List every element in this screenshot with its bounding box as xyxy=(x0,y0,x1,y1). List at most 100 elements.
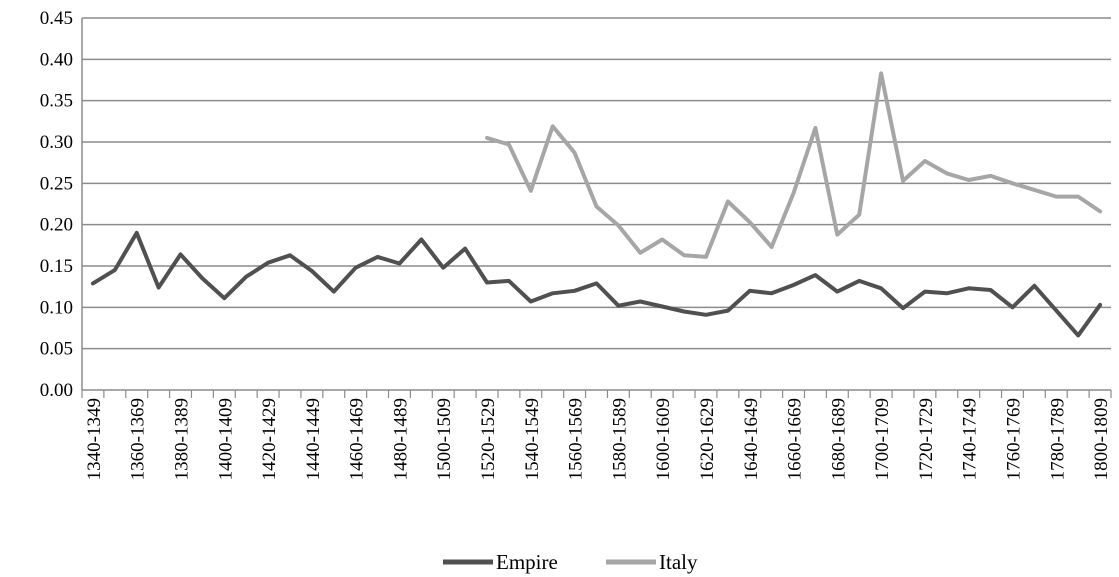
y-tick-label: 0.10 xyxy=(40,297,73,318)
data-point-empire xyxy=(1055,310,1057,312)
x-tick-label: 1580-1589 xyxy=(609,398,630,480)
data-point-empire xyxy=(1012,306,1013,308)
data-point-italy xyxy=(683,254,685,256)
data-point-empire xyxy=(311,270,313,272)
data-point-italy xyxy=(814,127,816,129)
data-point-empire xyxy=(333,291,335,293)
x-tick-label: 1740-1749 xyxy=(960,398,981,480)
data-point-empire xyxy=(223,297,225,299)
data-point-italy xyxy=(1012,182,1013,184)
data-point-empire xyxy=(245,276,247,278)
x-axis-tick-labels: 1340-1349 1360-1369 1380-1389 1400-1409 1420… xyxy=(84,398,1112,480)
y-tick-label: 0.30 xyxy=(40,132,73,153)
data-point-italy xyxy=(596,206,597,207)
x-tick-label: 1680-1689 xyxy=(828,398,849,480)
data-point-empire xyxy=(114,269,116,271)
x-tick-label: 1600-1609 xyxy=(653,398,674,480)
data-point-empire xyxy=(377,256,379,258)
data-point-italy xyxy=(552,125,554,127)
x-tick-label: 1380-1389 xyxy=(172,398,193,480)
series-lines xyxy=(90,71,1103,338)
legend-label-empire: Empire xyxy=(496,550,558,574)
data-point-italy xyxy=(486,137,488,139)
data-point-empire xyxy=(880,287,882,289)
data-point-empire xyxy=(508,280,510,282)
data-point-empire xyxy=(771,292,773,294)
x-tick-label: 1400-1409 xyxy=(215,398,236,480)
x-tick-label: 1500-1509 xyxy=(434,398,455,480)
x-tick-label: 1640-1649 xyxy=(741,398,762,480)
x-tick-label: 1420-1429 xyxy=(259,398,280,480)
data-point-empire xyxy=(683,311,685,312)
data-point-italy xyxy=(858,214,860,216)
x-tick-label: 1480-1489 xyxy=(390,398,411,480)
data-point-italy xyxy=(793,192,794,194)
data-point-empire xyxy=(1099,304,1101,306)
axes xyxy=(81,18,1112,398)
data-point-empire xyxy=(749,290,751,292)
data-point-empire xyxy=(990,289,992,291)
data-point-italy xyxy=(836,234,838,236)
y-tick-label: 0.20 xyxy=(40,215,73,236)
data-point-empire xyxy=(902,307,904,309)
y-tick-label: 0.45 xyxy=(40,8,73,29)
data-point-empire xyxy=(858,280,860,282)
x-tick-label: 1540-1549 xyxy=(522,398,543,480)
data-point-empire xyxy=(639,301,641,302)
data-point-empire xyxy=(158,287,160,288)
data-point-italy xyxy=(639,252,641,254)
series-line-empire xyxy=(90,230,1103,338)
data-point-empire xyxy=(661,306,663,307)
data-point-empire xyxy=(201,277,203,279)
data-point-italy xyxy=(946,172,948,174)
data-point-empire xyxy=(596,282,597,284)
data-point-empire xyxy=(793,284,794,286)
y-tick-label: 0.00 xyxy=(40,380,73,401)
data-point-empire xyxy=(705,314,707,316)
data-point-empire xyxy=(1077,334,1079,336)
x-tick-label: 1700-1709 xyxy=(872,398,893,480)
data-point-italy xyxy=(1033,189,1035,191)
y-tick-label: 0.40 xyxy=(40,49,73,70)
x-tick-label: 1360-1369 xyxy=(128,398,149,480)
data-point-empire xyxy=(180,253,181,255)
legend: Empire Italy xyxy=(443,550,698,574)
gridlines xyxy=(82,17,1111,350)
data-point-empire xyxy=(814,274,816,276)
data-point-empire xyxy=(1033,285,1035,287)
data-point-empire xyxy=(267,262,269,264)
x-tick-label: 1440-1449 xyxy=(303,398,324,480)
x-tick-label: 1720-1729 xyxy=(916,398,937,480)
x-tick-label: 1560-1569 xyxy=(566,398,587,480)
x-tick-label: 1760-1769 xyxy=(1003,398,1024,480)
data-point-empire xyxy=(289,254,291,256)
data-point-empire xyxy=(574,290,576,292)
x-tick-label: 1780-1789 xyxy=(1047,398,1068,480)
data-point-italy xyxy=(1055,196,1057,198)
data-point-empire xyxy=(836,291,838,293)
data-point-italy xyxy=(771,246,773,248)
y-tick-label: 0.05 xyxy=(40,339,73,360)
data-point-italy xyxy=(1099,210,1101,212)
legend-label-italy: Italy xyxy=(659,550,698,574)
x-tick-label: 1660-1669 xyxy=(785,398,806,480)
x-tick-label: 1520-1529 xyxy=(478,398,499,480)
y-axis-tick-labels: 0.00 0.05 0.10 0.15 0.20 0.25 0.30 0.35 0.40 0.45 xyxy=(40,8,73,401)
x-tick-label: 1340-1349 xyxy=(84,398,105,480)
data-point-empire xyxy=(420,239,422,240)
data-point-empire xyxy=(399,263,400,264)
data-point-empire xyxy=(968,287,970,289)
y-tick-label: 0.15 xyxy=(40,256,73,277)
data-point-italy xyxy=(749,221,751,223)
data-point-italy xyxy=(661,239,663,240)
y-tick-label: 0.35 xyxy=(40,91,73,112)
data-point-empire xyxy=(946,292,948,294)
data-point-empire xyxy=(727,310,729,312)
data-point-italy xyxy=(530,190,532,192)
data-point-italy xyxy=(924,160,926,162)
data-point-italy xyxy=(705,256,707,258)
data-point-italy xyxy=(574,152,576,154)
data-point-empire xyxy=(355,267,357,269)
data-point-italy xyxy=(902,180,904,182)
